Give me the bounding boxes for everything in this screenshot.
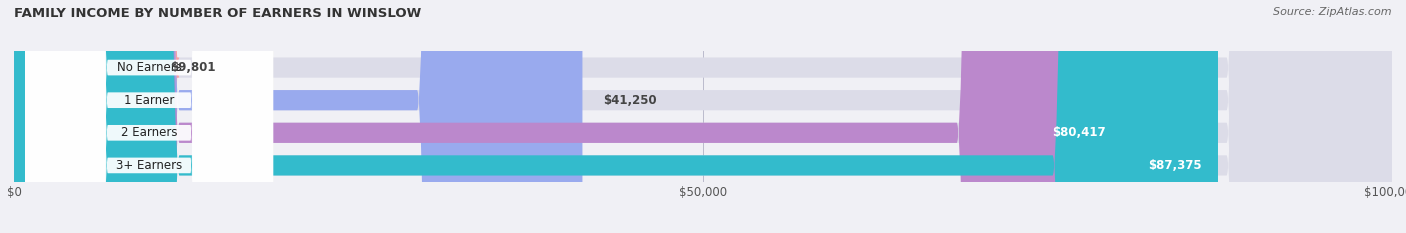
- FancyBboxPatch shape: [25, 0, 273, 233]
- FancyBboxPatch shape: [14, 0, 1392, 233]
- Text: $80,417: $80,417: [1052, 126, 1105, 139]
- FancyBboxPatch shape: [25, 0, 273, 233]
- FancyBboxPatch shape: [14, 0, 1392, 233]
- Text: No Earners: No Earners: [117, 61, 181, 74]
- Text: FAMILY INCOME BY NUMBER OF EARNERS IN WINSLOW: FAMILY INCOME BY NUMBER OF EARNERS IN WI…: [14, 7, 422, 20]
- Text: 3+ Earners: 3+ Earners: [115, 159, 183, 172]
- Text: Source: ZipAtlas.com: Source: ZipAtlas.com: [1274, 7, 1392, 17]
- FancyBboxPatch shape: [14, 0, 1392, 233]
- Text: 2 Earners: 2 Earners: [121, 126, 177, 139]
- FancyBboxPatch shape: [14, 0, 582, 233]
- FancyBboxPatch shape: [0, 0, 180, 233]
- Text: $87,375: $87,375: [1147, 159, 1202, 172]
- FancyBboxPatch shape: [14, 0, 1218, 233]
- Text: 1 Earner: 1 Earner: [124, 94, 174, 107]
- FancyBboxPatch shape: [25, 0, 273, 233]
- Text: $9,801: $9,801: [170, 61, 215, 74]
- Text: $41,250: $41,250: [603, 94, 657, 107]
- FancyBboxPatch shape: [14, 0, 1392, 233]
- FancyBboxPatch shape: [25, 0, 273, 233]
- FancyBboxPatch shape: [14, 0, 1122, 233]
